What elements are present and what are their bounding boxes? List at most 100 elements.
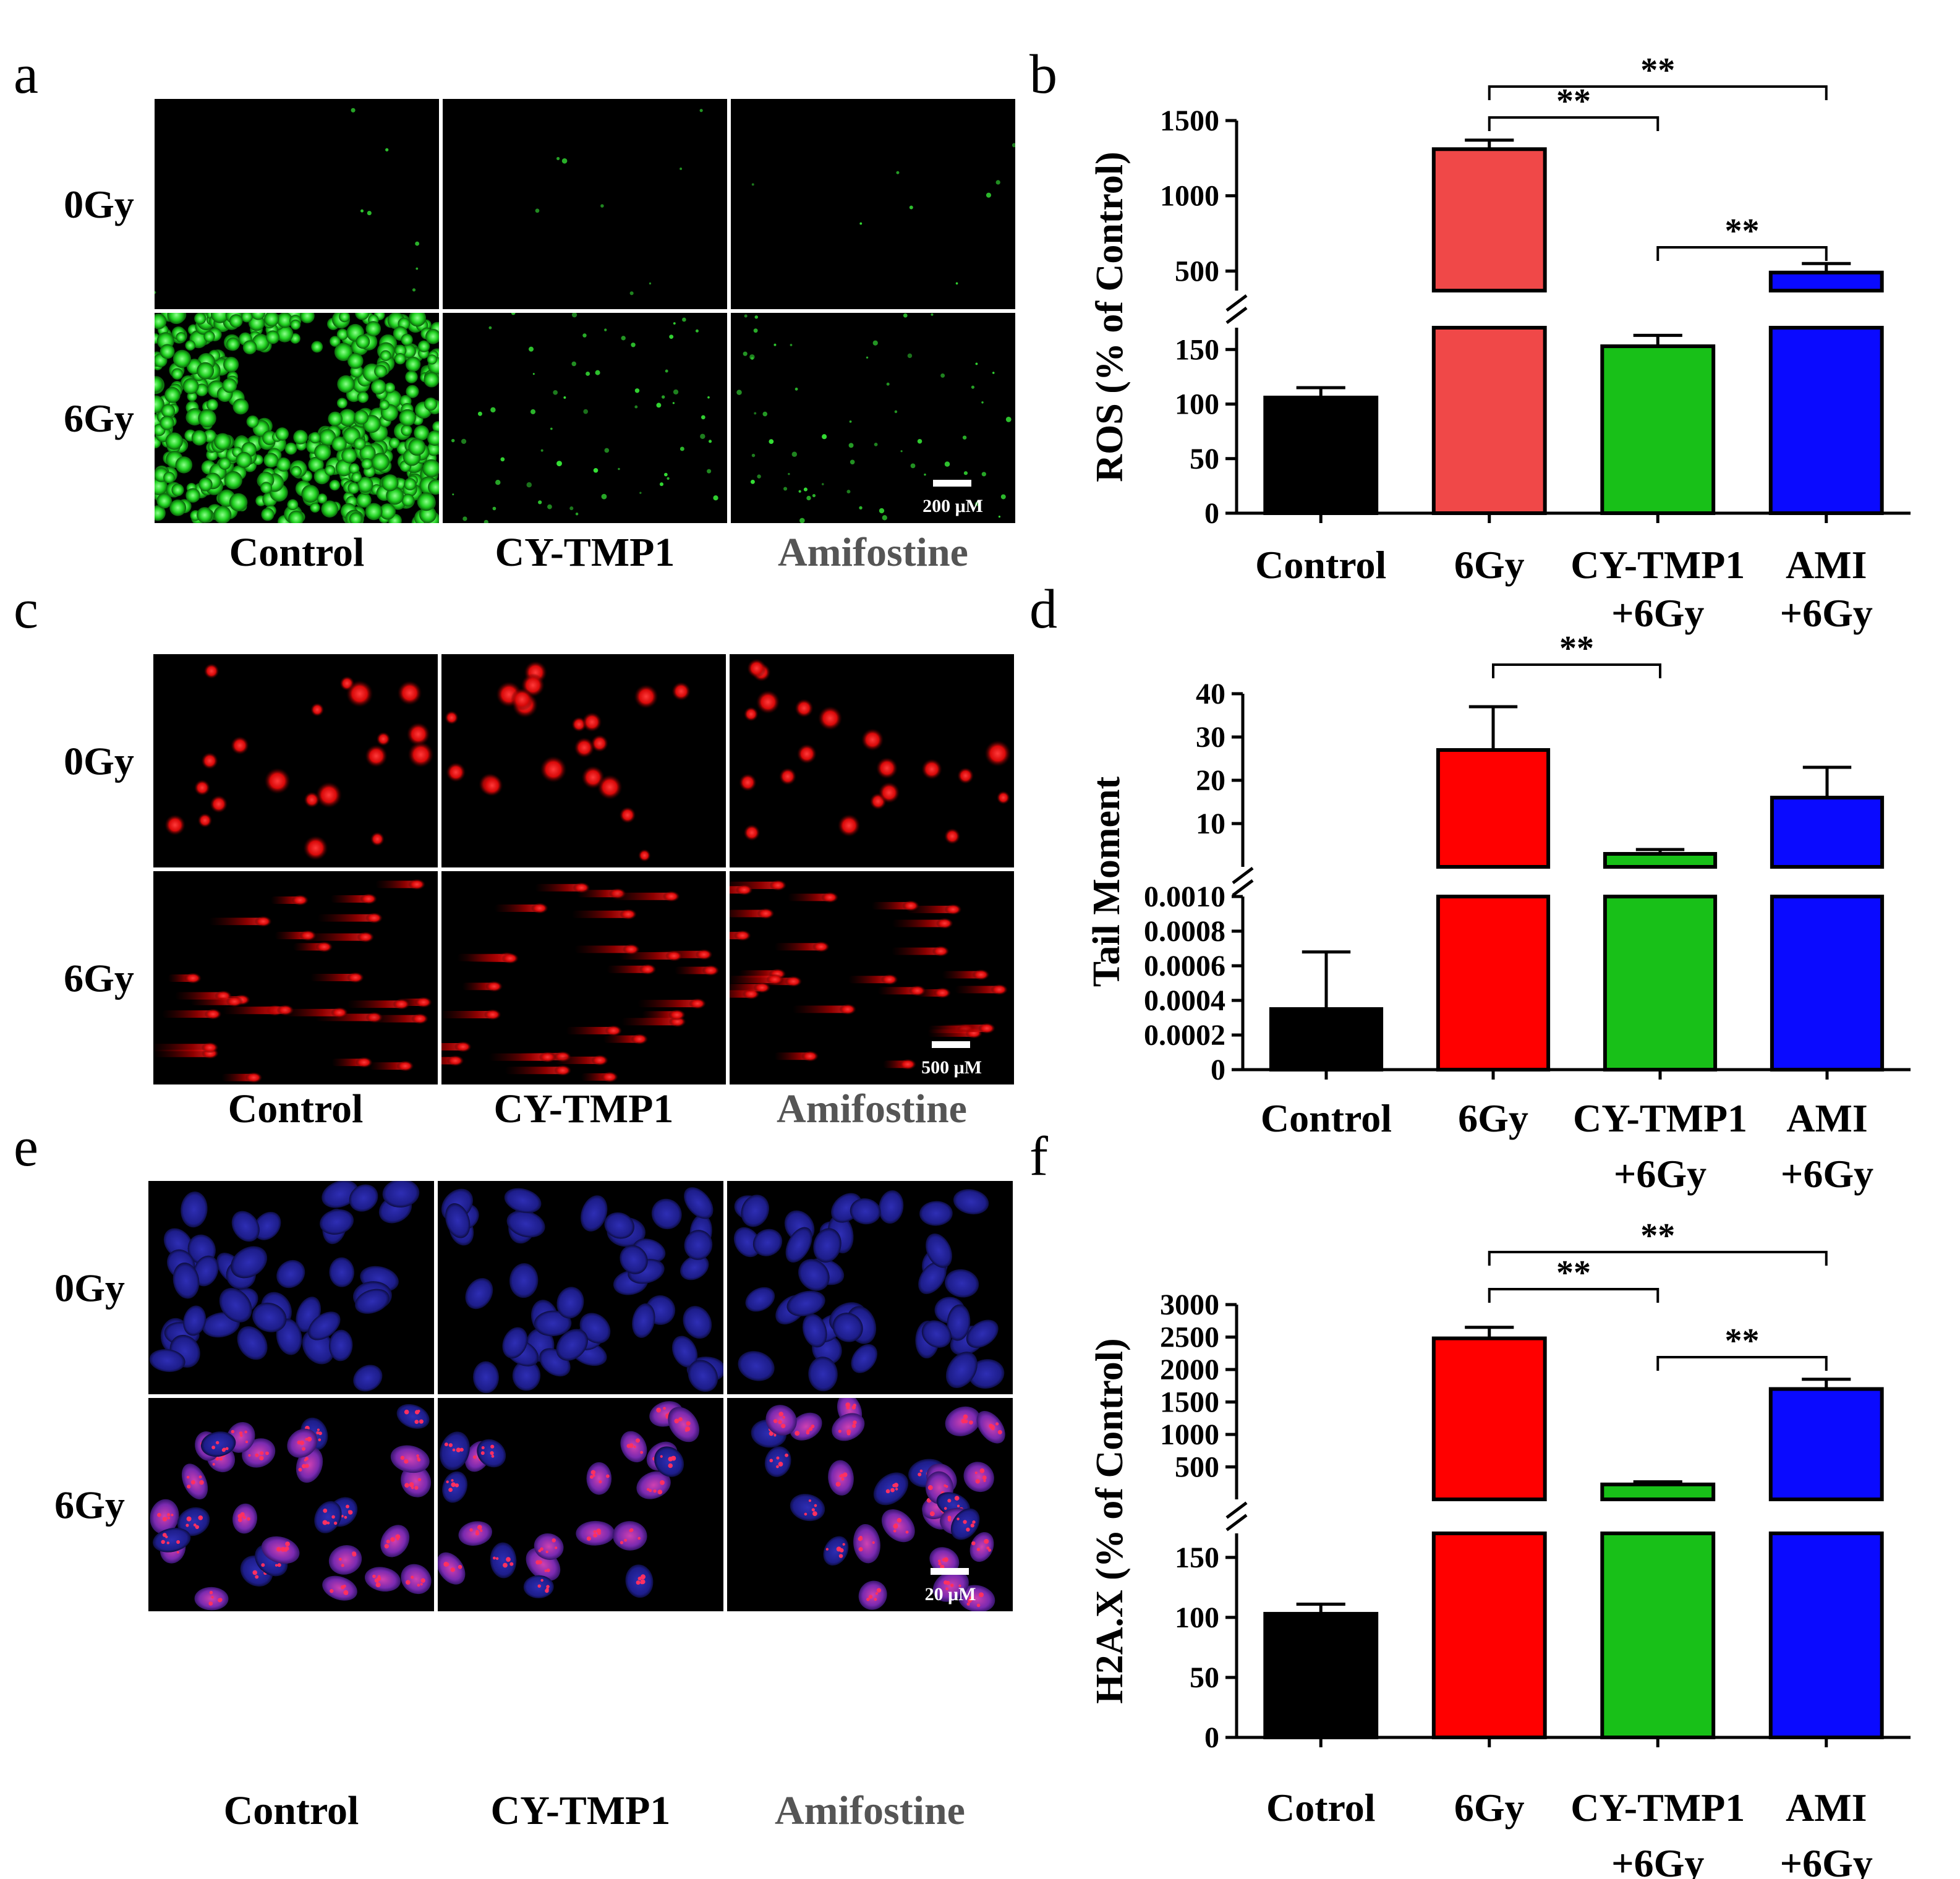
comet-tail — [621, 1018, 678, 1026]
green-speck — [900, 450, 903, 453]
green-cell — [164, 386, 181, 403]
green-speck — [415, 241, 420, 246]
h2ax-focus — [384, 1544, 390, 1549]
bar-lower-segment — [1768, 1532, 1884, 1739]
h2ax-focus — [406, 1580, 411, 1585]
green-speck — [629, 291, 634, 296]
comet-tail — [892, 919, 945, 927]
green-speck — [415, 267, 419, 270]
h2ax-focus — [259, 1455, 264, 1460]
green-speck — [604, 328, 607, 331]
micrograph-tile — [443, 313, 727, 523]
h2ax-focus — [964, 1419, 968, 1423]
green-speck — [736, 390, 742, 395]
green-speck — [461, 438, 467, 445]
red-nucleus — [510, 688, 534, 711]
column-label-cy-tmp1: CY-TMP1 — [495, 530, 675, 575]
nucleus — [688, 1360, 718, 1392]
comet-head — [591, 1054, 609, 1066]
y-tick-label: 0.0010 — [1144, 880, 1225, 913]
x-category-label: Control — [1255, 543, 1386, 587]
bar-upper-segment — [1768, 1387, 1884, 1501]
x-category-label: 6Gy — [1454, 543, 1525, 587]
comet-head — [393, 999, 411, 1010]
tile-content — [445, 660, 691, 862]
green-speck — [848, 443, 854, 448]
nucleus — [219, 1288, 252, 1323]
green-cell — [408, 438, 426, 456]
comet-head — [812, 941, 830, 953]
h2ax-focus — [945, 1580, 950, 1585]
h2ax-focus — [976, 1603, 981, 1608]
green-speck — [656, 403, 662, 408]
red-nucleus — [303, 835, 328, 861]
h2ax-focus — [838, 1554, 843, 1558]
h2ax-focus — [626, 1444, 631, 1448]
tile-content — [736, 313, 1012, 523]
nucleus — [879, 1190, 904, 1224]
y-tick-label: 0.0004 — [1144, 984, 1225, 1017]
green-speck — [1012, 143, 1015, 148]
h2ax-focus — [637, 1536, 641, 1540]
h2ax-focus — [852, 1424, 856, 1428]
y-tick-label: 50 — [1190, 1661, 1219, 1694]
nucleus — [401, 1465, 432, 1498]
green-speck — [846, 490, 851, 494]
h2ax-focus — [450, 1567, 455, 1572]
h2ax-focus — [444, 1442, 448, 1447]
column-label-amifostine: Amifostine — [777, 1086, 967, 1131]
green-speck — [484, 519, 488, 523]
h2ax-focus — [277, 1563, 281, 1567]
green-speck — [1000, 494, 1006, 500]
nucleus — [322, 1181, 359, 1208]
comet-tail — [675, 966, 711, 974]
h2ax-focus — [404, 1459, 409, 1464]
comet-head — [530, 902, 548, 914]
comet-head — [601, 1071, 619, 1083]
nucleus — [502, 1327, 528, 1358]
green-cell — [347, 352, 364, 369]
h2ax-focus — [448, 1488, 453, 1493]
micrograph-grid-a: 0Gy 6Gy Control CY-TMP1 Amifostine 200 μM — [64, 99, 1015, 575]
y-tick-label: 1000 — [1160, 180, 1219, 213]
nucleus — [963, 1462, 994, 1493]
red-nucleus — [634, 684, 658, 709]
green-cell — [356, 334, 370, 349]
nucleus — [921, 1320, 952, 1348]
h2ax-focus — [544, 1569, 547, 1572]
nucleus — [254, 1211, 281, 1240]
h2ax-focus — [166, 1541, 169, 1545]
h2ax-focus — [944, 1484, 947, 1487]
comet-head — [689, 998, 707, 1010]
x-category-sublabel: +6Gy — [1781, 1152, 1873, 1196]
nucleus — [364, 1567, 401, 1592]
nucleus — [671, 1336, 698, 1368]
green-cell — [347, 482, 360, 494]
h2ax-focus — [506, 1557, 511, 1562]
green-cell — [214, 433, 231, 451]
comet-tail — [641, 1011, 677, 1019]
h2ax-focus — [219, 1457, 223, 1461]
red-nucleus — [304, 791, 320, 808]
green-speck — [664, 472, 668, 477]
y-tick-label: 500 — [1175, 1451, 1219, 1484]
axis-break-mark — [1225, 294, 1248, 312]
x-category-label: CY-TMP1 — [1573, 1096, 1747, 1140]
red-nucleus — [574, 737, 595, 758]
green-cell — [293, 430, 308, 445]
h2ax-focus — [248, 1454, 251, 1457]
h2ax-focus — [593, 1533, 597, 1538]
h2ax-focus — [825, 1548, 829, 1551]
bar — [1269, 1007, 1384, 1072]
h2ax-focus — [348, 1510, 353, 1515]
comet-tail — [942, 971, 981, 979]
green-speck — [882, 515, 887, 521]
nucleus — [231, 1211, 260, 1242]
tile-content — [149, 1181, 420, 1392]
comet-tail — [467, 954, 511, 962]
h2ax-focus — [338, 1557, 342, 1561]
green-cell — [374, 364, 387, 378]
micrograph-tile — [443, 99, 727, 309]
h2ax-focus — [419, 1419, 424, 1424]
green-speck — [751, 453, 756, 458]
